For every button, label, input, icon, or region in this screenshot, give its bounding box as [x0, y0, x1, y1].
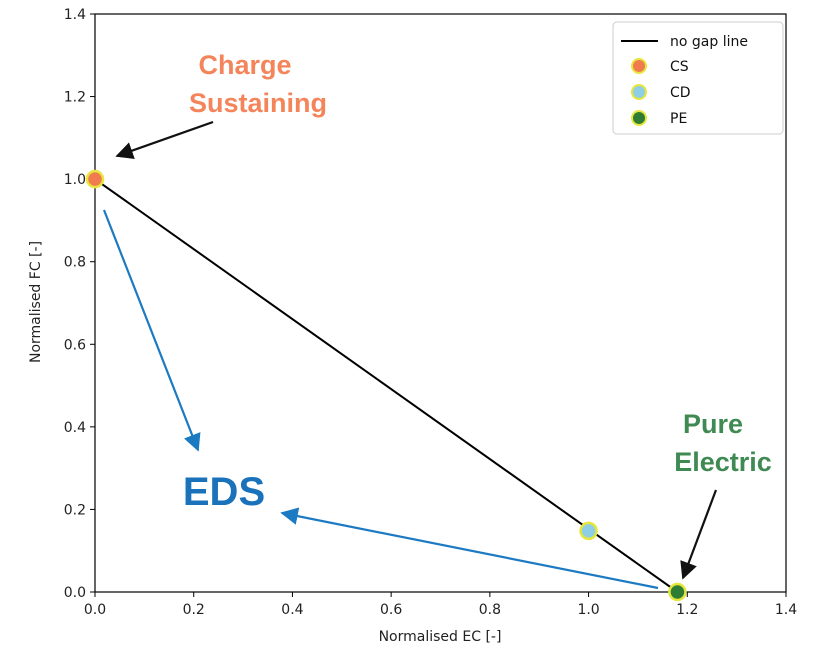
annotation-eds-arrow-from-cs [102, 209, 201, 452]
legend-marker-cs [631, 58, 647, 74]
plot-frame [94, 13, 787, 593]
legend-box [612, 21, 784, 135]
legend-label-pe: PE [670, 111, 687, 127]
point-cd-0 [579, 521, 598, 541]
y-tick-label-1: 0.2 [64, 502, 86, 518]
annotation-charge-sustaining: Charge Sustaining [115, 50, 327, 160]
annotation-eds-label: EDS [183, 470, 265, 514]
legend-label-cs: CS [670, 59, 689, 75]
legend-label-cd: CD [670, 85, 691, 101]
annotation-cs-arrow [115, 120, 214, 160]
point-cs-0 [85, 169, 105, 189]
x-tick-label-3: 0.6 [380, 602, 402, 618]
x-axis-label: Normalised EC [-] [379, 629, 502, 645]
annotation-eds-arrow-from-pe [280, 507, 659, 590]
y-tick-label-2: 0.4 [64, 420, 86, 436]
annotation-cs-line-2: Sustaining [189, 88, 327, 118]
annotation-cs-line-1: Charge [198, 50, 291, 80]
x-tick-label-0: 0.0 [84, 602, 106, 618]
y-tick-label-4: 0.8 [64, 255, 86, 271]
no-gap-line [94, 178, 678, 593]
x-tick-label-4: 0.8 [479, 602, 501, 618]
legend-label-no-gap-line: no gap line [670, 34, 748, 50]
x-tick-label-5: 1.0 [577, 602, 599, 618]
annotation-pe-arrow [680, 489, 718, 580]
y-tick-label-5: 1.0 [64, 172, 86, 188]
annotation-eds: EDS [102, 209, 659, 590]
y-axis-label: Normalised FC [-] [28, 241, 44, 363]
annotation-pure-electric: Pure Electric [674, 409, 772, 580]
x-tick-label-6: 1.2 [676, 602, 698, 618]
x-tick-label-7: 1.4 [775, 602, 797, 618]
legend-marker-pe [631, 110, 647, 126]
y-tick-label-6: 1.2 [64, 90, 86, 106]
x-tick-label-1: 0.2 [183, 602, 205, 618]
annotation-pe-line-2: Electric [674, 447, 772, 477]
y-tick-label-0: 0.0 [64, 585, 86, 601]
point-pe-0 [668, 582, 687, 602]
legend-marker-cd [631, 84, 647, 100]
x-tick-label-2: 0.4 [281, 602, 303, 618]
y-tick-label-7: 1.4 [64, 7, 86, 23]
y-tick-label-3: 0.6 [64, 337, 86, 353]
annotation-pe-line-1: Pure [683, 409, 743, 439]
legend: no gap line CS CD PE [612, 21, 784, 135]
